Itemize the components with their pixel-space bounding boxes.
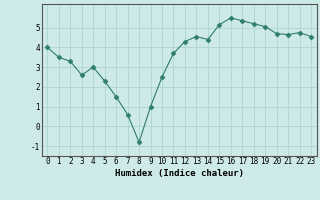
X-axis label: Humidex (Indice chaleur): Humidex (Indice chaleur) xyxy=(115,169,244,178)
